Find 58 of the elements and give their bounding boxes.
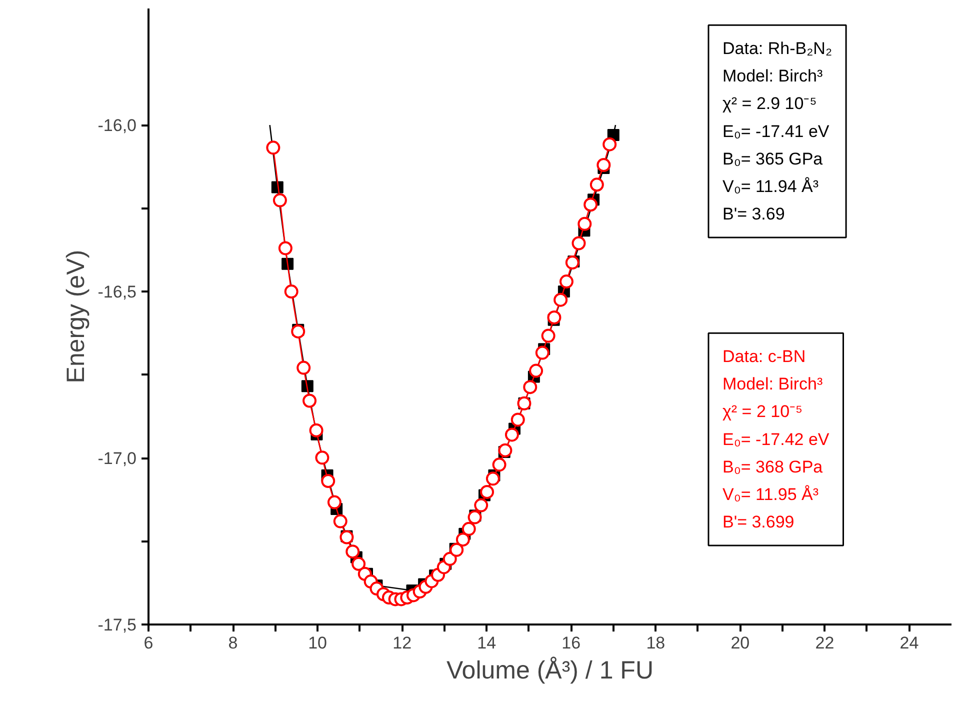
point [321,474,336,488]
point [346,544,360,559]
point [578,216,592,231]
x-tick-label: 24 [900,634,919,652]
y-tick-label: -16,5 [98,282,136,302]
point [278,241,292,256]
point [529,364,544,378]
x-tick-label: 12 [392,634,412,652]
point [474,498,488,512]
point [315,450,330,465]
point [450,542,464,557]
point [504,428,519,442]
point [266,140,280,155]
point [291,324,306,338]
point [565,256,580,270]
x-tick-label: 16 [562,634,581,652]
point [559,274,574,289]
x-tick-label: 18 [646,634,666,652]
point [296,360,311,375]
point [462,522,476,536]
point [352,556,366,571]
point [541,328,556,343]
annotation: Data: c-BN Model: Birch³ χ² = 2 10⁻⁵ E₀= -17.42 eV B₀= 368 GPa V₀= 11.95 Å³ B'= 3.699 [722,347,830,532]
point [333,514,348,528]
y-tick-label: -17,0 [98,449,136,468]
x-tick-label: 6 [144,634,154,652]
y-tick-label: -16,0 [98,116,136,136]
y-tick-label: -17,5 [98,616,136,634]
x-axis-title: Volume (Å³) / 1 FU [446,656,654,684]
x-tick-label: 10 [308,634,328,652]
point [535,346,550,360]
point [327,495,342,510]
point [309,423,324,438]
point [284,284,298,299]
point [468,510,482,524]
point [572,236,586,250]
point [486,472,500,486]
point [302,394,317,408]
point [554,292,568,307]
x-tick-label: 14 [477,634,496,652]
x-tick-label: 20 [730,634,750,652]
point [498,443,512,458]
y-axis-title: Energy (eV) [62,250,90,384]
point [523,380,538,394]
point [590,178,604,192]
x-tick-label: 8 [228,634,238,652]
point [272,193,287,208]
point [510,412,525,427]
point [456,532,470,547]
x-tick-label: 22 [815,634,834,652]
annotation: Data: Rh-B₂N₂ Model: Birch³ χ² = 2.9 10⁻⁵ E₀= -17.41 eV B₀= 365 GPa V₀= 11.94 Å³ B'= 3.69 [722,39,832,224]
point [547,310,562,324]
point [480,484,494,499]
point [584,198,598,212]
point [442,552,457,566]
point [492,458,506,472]
point [596,158,611,172]
point [602,137,617,152]
